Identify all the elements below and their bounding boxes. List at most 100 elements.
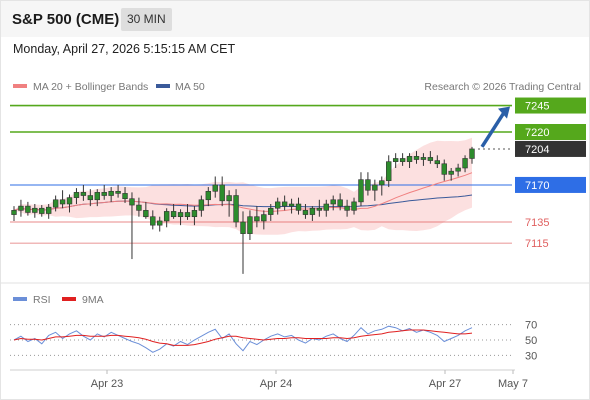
ma20-legend-label: MA 20 + Bollinger Bands (33, 81, 148, 93)
candle-body (379, 180, 385, 186)
candle-body (420, 157, 427, 160)
candle-body (143, 210, 149, 218)
rsi-line (13, 325, 473, 353)
candle-body (32, 207, 38, 213)
candle-body (233, 195, 239, 223)
interval-button[interactable]: 30 MIN (121, 8, 172, 31)
level-label-7135: 7135 (525, 217, 549, 229)
candle-body (392, 158, 399, 162)
candle-body (184, 212, 191, 218)
candle-body (101, 192, 107, 196)
rsi-ma-legend-swatch (62, 297, 76, 301)
candle-body (66, 197, 73, 205)
candle-body (191, 210, 198, 218)
candle-body (288, 203, 295, 207)
candle-body (11, 210, 17, 215)
x-axis: Apr 23 Apr 24 Apr 27 May 7 (91, 370, 528, 390)
rsi-tick-70: 70 (525, 320, 537, 332)
candle-body (129, 198, 135, 206)
candle-body (25, 205, 31, 213)
candle-body (122, 193, 128, 200)
x-tick-label: Apr 23 (91, 378, 123, 390)
candle-body (247, 216, 253, 234)
candle-body (136, 204, 142, 211)
candle-body (87, 195, 94, 201)
candle-body (434, 160, 441, 165)
x-tick-label: Apr 24 (260, 378, 292, 390)
candle-body (94, 192, 100, 201)
x-tick-label: May 7 (498, 378, 528, 390)
candle-body (337, 199, 343, 207)
candle-body (268, 207, 274, 215)
bollinger-band (14, 137, 472, 235)
timestamp: Monday, April 27, 2026 5:15:15 AM CET (13, 42, 236, 56)
price-layer: 7245 7220 7204 7170 7135 7115 (10, 97, 586, 274)
candle-body (427, 157, 434, 161)
candle-body (240, 221, 246, 234)
level-badge-7220 (515, 124, 586, 140)
candle-body (254, 216, 260, 222)
level-label-7220: 7220 (525, 127, 549, 139)
level-label-7170: 7170 (525, 180, 549, 192)
forecast-arrow-shaft (480, 111, 506, 148)
rsi-ma-line (13, 329, 473, 346)
copyright-text: Research © 2026 Trading Central (424, 81, 581, 93)
rsi-tick-50: 50 (525, 335, 537, 347)
level-label-7245: 7245 (525, 101, 549, 113)
candle-body (351, 201, 357, 211)
chart-title: S&P 500 (CME) (12, 11, 120, 28)
candle-body (406, 156, 413, 162)
candle-body (59, 199, 66, 205)
candle-body (80, 192, 87, 196)
level-badge-7245 (515, 97, 586, 114)
rsi-ma-legend-label: 9MA (82, 294, 104, 306)
candle-body (163, 211, 170, 222)
candle-body (330, 199, 336, 205)
candle-body (39, 207, 45, 214)
level-badge-7204 (515, 140, 586, 157)
rsi-tick-30: 30 (525, 350, 537, 362)
ma50-legend-label: MA 50 (175, 81, 205, 93)
candle-body (177, 212, 184, 218)
level-label-7115: 7115 (525, 238, 549, 250)
candle-body (469, 148, 475, 159)
rsi-layer: 70 50 30 (10, 320, 537, 362)
candle-body (45, 206, 52, 214)
candle-body (205, 190, 212, 201)
candle-body (399, 158, 406, 162)
candle-body (386, 161, 392, 182)
candle-body (157, 220, 163, 226)
rsi-legend-swatch (13, 297, 27, 301)
candle-body (295, 203, 302, 211)
candle-body (309, 207, 316, 215)
candle-body (198, 199, 205, 211)
candle-body (219, 184, 225, 202)
candle-body (150, 216, 156, 226)
candle-body (323, 203, 329, 211)
candle-body (212, 184, 218, 192)
candle-body (441, 163, 447, 175)
candle-body (18, 205, 24, 211)
candle-body (281, 201, 288, 207)
candle-body (462, 158, 468, 169)
ma50-legend-swatch (156, 84, 170, 88)
x-tick-label: Apr 27 (429, 378, 461, 390)
candle-body (448, 170, 454, 175)
candle-body (52, 199, 59, 208)
candle-body (73, 192, 80, 198)
candle-body (170, 211, 177, 218)
candle-body (358, 179, 364, 203)
chart-header: S&P 500 (CME) 30 MIN (1, 1, 589, 37)
candle-body (365, 179, 371, 191)
candle-body (413, 156, 420, 160)
candle-body (261, 214, 267, 222)
candle-body (372, 184, 378, 191)
candle-body (455, 167, 461, 172)
candle-body (344, 205, 350, 211)
rsi-legend-label: RSI (33, 294, 51, 306)
candle-body (316, 207, 323, 211)
candle-body (226, 195, 232, 202)
candle-body (108, 190, 114, 196)
ma20-legend-swatch (13, 84, 27, 88)
